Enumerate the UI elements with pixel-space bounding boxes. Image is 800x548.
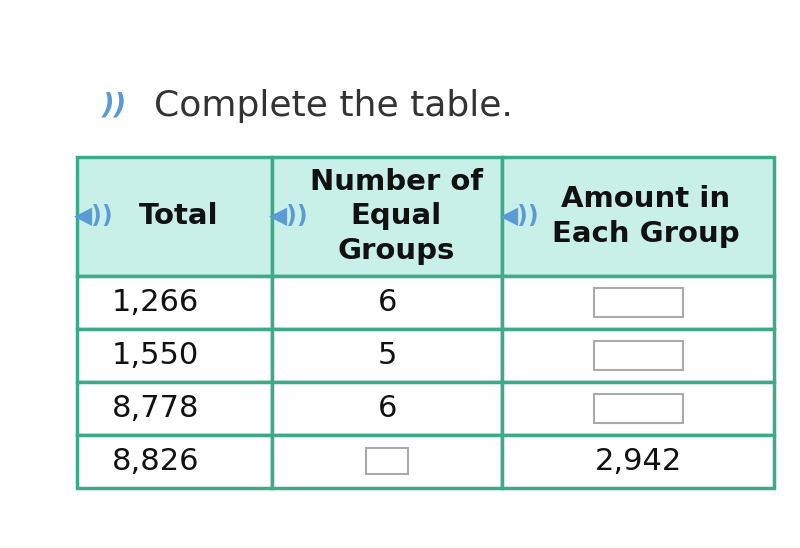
FancyBboxPatch shape (77, 382, 272, 435)
Text: Amount in
Each Group: Amount in Each Group (552, 185, 740, 248)
Text: 5: 5 (378, 341, 397, 370)
FancyBboxPatch shape (502, 157, 774, 276)
Text: 8,778: 8,778 (112, 394, 199, 423)
Text: ◀)): ◀)) (499, 204, 539, 229)
FancyBboxPatch shape (272, 276, 502, 329)
FancyBboxPatch shape (594, 394, 682, 423)
FancyBboxPatch shape (272, 157, 502, 276)
FancyBboxPatch shape (502, 329, 774, 382)
Text: 2,942: 2,942 (594, 447, 682, 476)
FancyBboxPatch shape (272, 329, 502, 382)
Text: 1,550: 1,550 (112, 341, 199, 370)
FancyBboxPatch shape (77, 329, 272, 382)
Text: Total: Total (138, 202, 218, 230)
FancyBboxPatch shape (502, 276, 774, 329)
Text: )): )) (102, 92, 126, 120)
Text: Complete the table.: Complete the table. (154, 89, 513, 123)
FancyBboxPatch shape (594, 341, 682, 370)
FancyBboxPatch shape (272, 435, 502, 488)
Text: 8,826: 8,826 (112, 447, 199, 476)
FancyBboxPatch shape (502, 435, 774, 488)
FancyBboxPatch shape (272, 382, 502, 435)
FancyBboxPatch shape (594, 288, 682, 317)
Text: 6: 6 (378, 394, 397, 423)
FancyBboxPatch shape (77, 276, 272, 329)
Text: 6: 6 (378, 288, 397, 317)
Text: ◀)): ◀)) (270, 204, 309, 229)
FancyBboxPatch shape (366, 448, 409, 475)
Text: Number of
Equal
Groups: Number of Equal Groups (310, 168, 483, 265)
FancyBboxPatch shape (502, 382, 774, 435)
FancyBboxPatch shape (77, 157, 272, 276)
Text: ◀)): ◀)) (74, 204, 114, 229)
FancyBboxPatch shape (77, 435, 272, 488)
Text: 1,266: 1,266 (112, 288, 199, 317)
